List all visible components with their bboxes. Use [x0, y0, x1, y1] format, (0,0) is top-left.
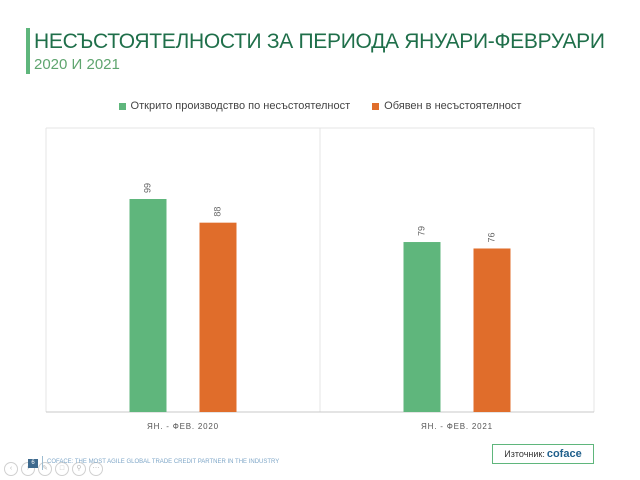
- zoom-icon[interactable]: ⚲: [72, 462, 86, 476]
- data-label-series-2-category-2: 76: [486, 232, 496, 242]
- legend-item-series-1: Открито производство по несъстоятелност: [118, 100, 351, 112]
- source-label: Източник:: [504, 449, 545, 459]
- legend-swatch-series-2: [372, 102, 380, 110]
- source-box: Източник: coface: [492, 444, 594, 464]
- bar-series-2-category-2: [473, 248, 511, 412]
- data-label-series-1-category-2: 79: [416, 226, 426, 236]
- slide-number: 6: [28, 459, 38, 468]
- pen-icon[interactable]: ✎: [38, 462, 52, 476]
- data-label-series-2-category-1: 88: [212, 207, 222, 217]
- more-icon[interactable]: ⋯: [89, 462, 103, 476]
- title-accent-bar: [26, 28, 30, 74]
- chart-legend: Открито производство по несъстоятелност …: [0, 100, 640, 112]
- legend-label-series-2: Обявен в несъстоятелност: [384, 100, 522, 112]
- footer-tagline: COFACE: THE MOST AGILE GLOBAL TRADE CRED…: [47, 459, 280, 465]
- presentation-nav-bar: ‹ › ✎ □ ⚲ ⋯: [4, 462, 103, 476]
- back-icon[interactable]: ‹: [4, 462, 18, 476]
- legend-label-series-1: Открито производство по несъстоятелност: [130, 100, 351, 112]
- bar-series-1-category-2: [403, 242, 441, 412]
- data-label-series-1-category-1: 99: [142, 183, 152, 193]
- page-title: НЕСЪСТОЯТЕЛНОСТИ ЗА ПЕРИОДА ЯНУАРИ-ФЕВРУ…: [34, 30, 605, 53]
- coface-logo: coface: [546, 448, 582, 460]
- x-tick-label-1: ЯН. - ФЕВ. 2020: [147, 422, 219, 431]
- bar-series-2-category-1: [199, 222, 237, 412]
- bar-series-1-category-1: [129, 199, 167, 412]
- legend-item-series-2: Обявен в несъстоятелност: [372, 100, 521, 112]
- footer-divider: [42, 456, 43, 470]
- legend-swatch-series-1: [118, 102, 126, 110]
- page-subtitle: 2020 И 2021: [34, 56, 120, 73]
- plot-frame: [45, 127, 595, 413]
- x-tick-label-2: ЯН. - ФЕВ. 2021: [421, 422, 493, 431]
- copy-icon[interactable]: □: [55, 462, 69, 476]
